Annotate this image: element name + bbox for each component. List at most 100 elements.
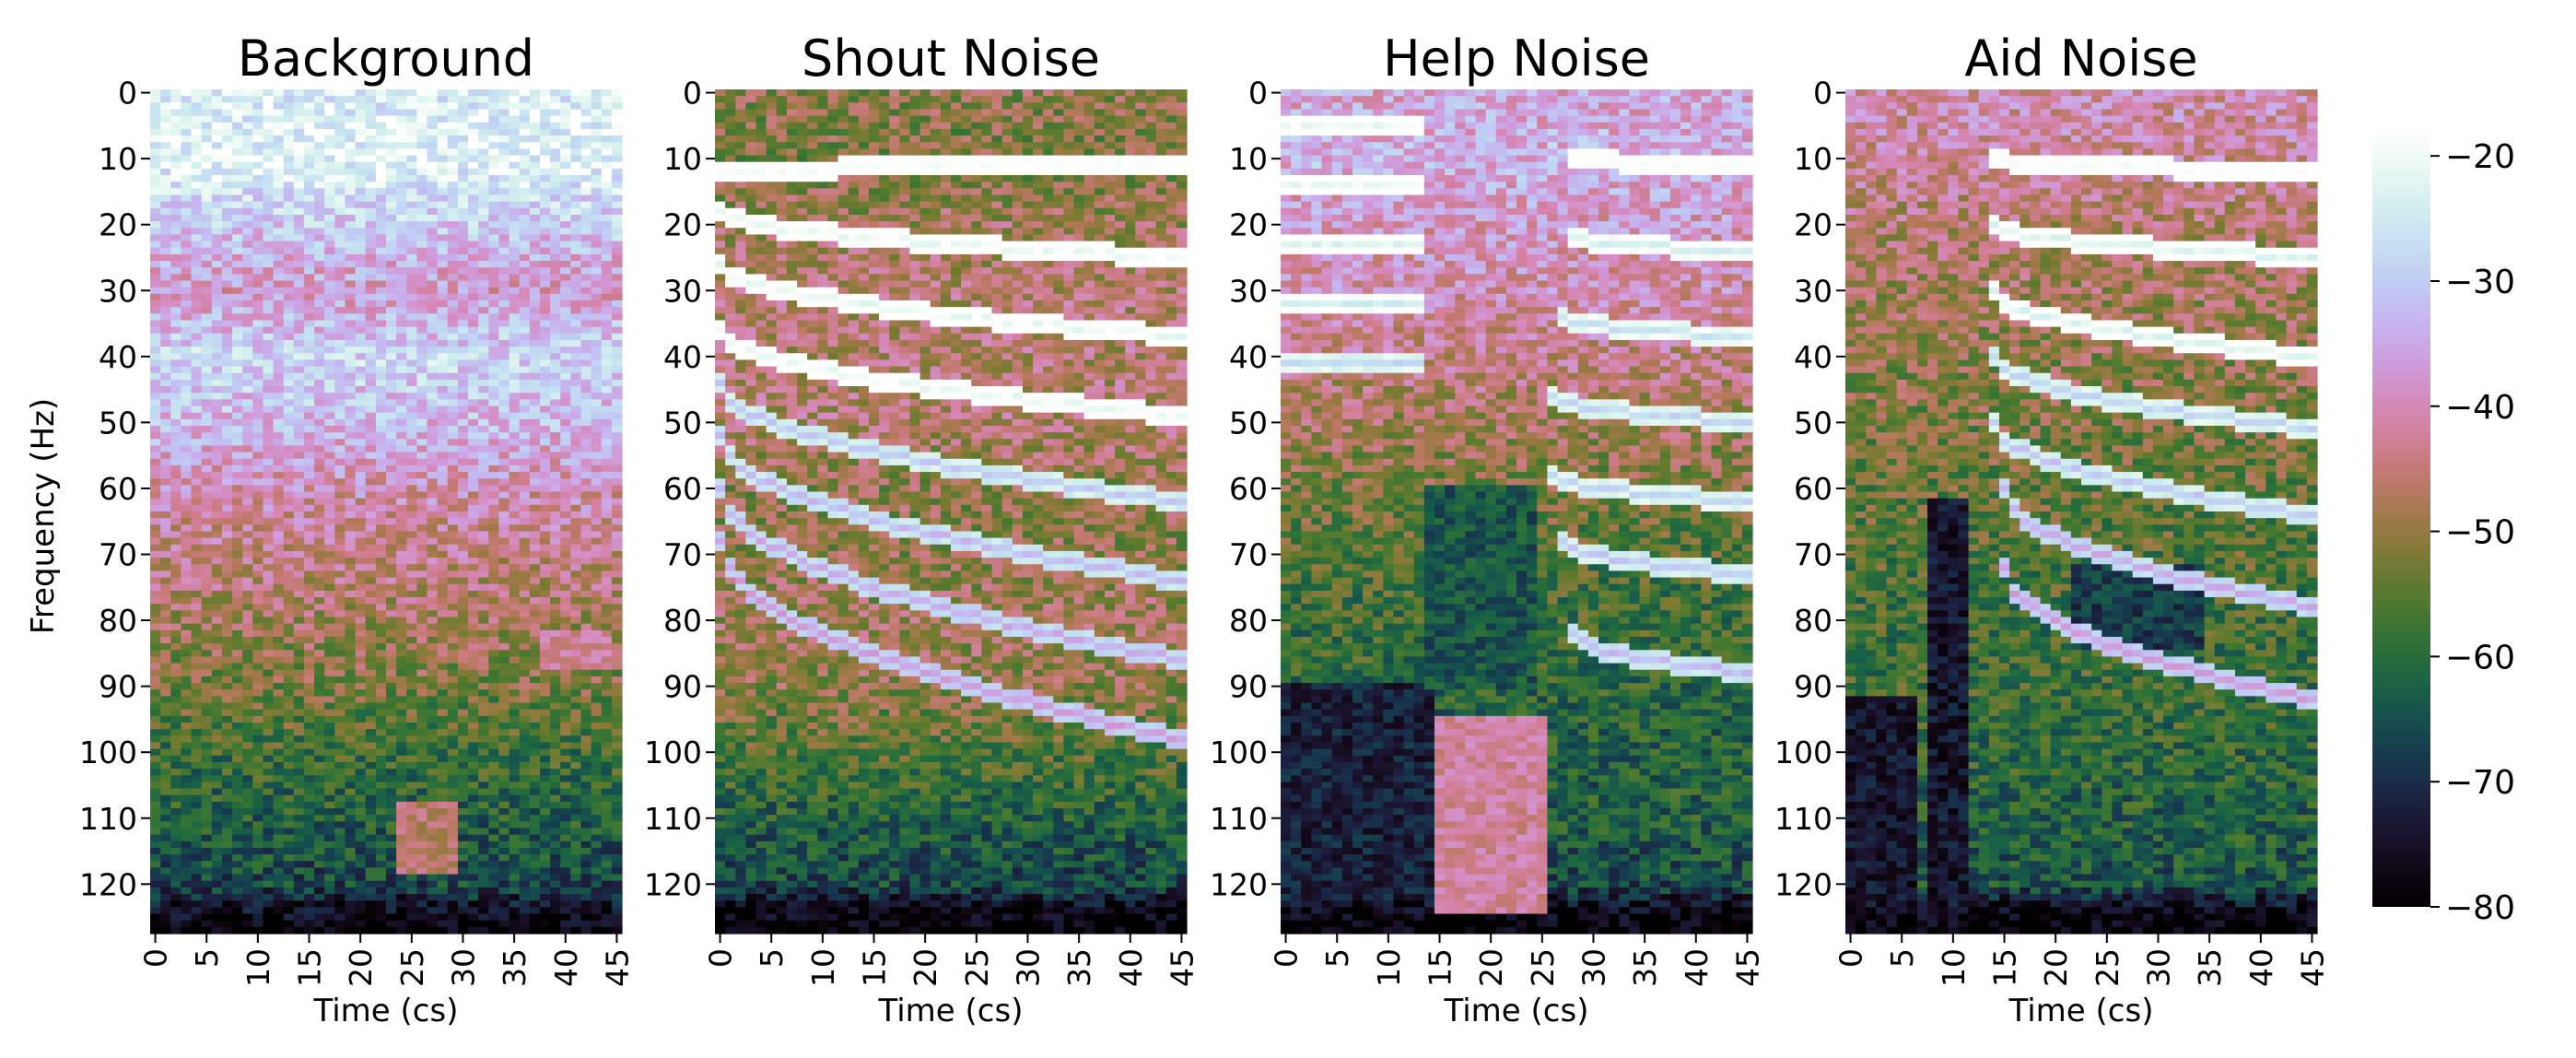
heatmap-cell [376, 749, 387, 757]
heatmap-cell [580, 307, 591, 314]
heatmap-cell [448, 664, 459, 671]
heatmap-cell [448, 432, 459, 440]
heatmap-cell [591, 373, 603, 381]
heatmap-cell [509, 248, 521, 255]
heatmap-cell [314, 221, 325, 229]
heatmap-cell [334, 716, 345, 723]
heatmap-cell [468, 156, 479, 163]
heatmap-cell [520, 109, 531, 116]
heatmap-cell [498, 162, 509, 170]
heatmap-cell [376, 135, 387, 143]
heatmap-cell [560, 499, 571, 506]
heatmap-cell [550, 485, 561, 492]
heatmap-cell [530, 109, 541, 116]
heatmap-cell [366, 393, 377, 400]
heatmap-cell [478, 406, 489, 414]
heatmap-cell [345, 175, 356, 182]
heatmap-cell [202, 670, 213, 677]
heatmap-cell [263, 208, 274, 216]
heatmap-cell [242, 215, 253, 222]
heatmap-cell [304, 359, 315, 367]
heatmap-cell [170, 795, 181, 803]
heatmap-cell [458, 578, 469, 585]
heatmap-cell [202, 307, 213, 314]
heatmap-cell [324, 281, 335, 288]
heatmap-cell [314, 307, 325, 314]
heatmap-cell [314, 795, 325, 803]
heatmap-cell [366, 643, 377, 651]
heatmap-cell [150, 459, 161, 466]
heatmap-cell [530, 716, 541, 723]
heatmap-cell [560, 288, 571, 295]
heatmap-cell [170, 664, 181, 671]
heatmap-cell [386, 281, 397, 288]
heatmap-cell [530, 202, 541, 209]
heatmap-cell [160, 664, 171, 671]
heatmap-cell [170, 294, 181, 301]
heatmap-cell [212, 453, 223, 460]
heatmap-cell [314, 775, 325, 782]
heatmap-cell [612, 749, 623, 757]
heatmap-cell [304, 735, 315, 743]
heatmap-cell [274, 327, 285, 335]
heatmap-cell [438, 683, 449, 690]
heatmap-cell [181, 769, 192, 776]
heatmap-cell [520, 156, 531, 163]
heatmap-cell [560, 307, 571, 314]
heatmap-cell [602, 459, 613, 466]
heatmap-cell [274, 485, 285, 492]
heatmap-cell [160, 650, 171, 657]
heatmap-cell [560, 96, 571, 103]
heatmap-cell [386, 419, 397, 427]
heatmap-cell [345, 320, 356, 327]
heatmap-cell [334, 89, 345, 97]
heatmap-cell [345, 485, 356, 492]
heatmap-cell [274, 129, 285, 136]
heatmap-cell [438, 445, 449, 453]
heatmap-cell [416, 419, 427, 427]
heatmap-cell [192, 472, 203, 479]
heatmap-cell [376, 664, 387, 671]
heatmap-cell [202, 419, 213, 427]
heatmap-cell [314, 710, 325, 717]
heatmap-cell [242, 564, 253, 571]
heatmap-cell [192, 643, 203, 651]
heatmap-cell [560, 367, 571, 374]
heatmap-cell [488, 359, 499, 367]
heatmap-cell [242, 406, 253, 414]
heatmap-cell [468, 735, 479, 743]
heatmap-cell [540, 156, 551, 163]
heatmap-cell [509, 367, 521, 374]
heatmap-cell [202, 492, 213, 500]
heatmap-cell [612, 367, 623, 374]
heatmap-cell [416, 591, 427, 598]
heatmap-cell [242, 472, 253, 479]
heatmap-cell [438, 156, 449, 163]
heatmap-cell [591, 742, 603, 749]
heatmap-cell [560, 426, 571, 433]
heatmap-cell [427, 432, 439, 440]
heatmap-cell [294, 782, 305, 789]
heatmap-cell [520, 670, 531, 677]
heatmap-cell [396, 624, 407, 631]
heatmap-cell [356, 735, 367, 743]
heatmap-cell [396, 142, 407, 149]
heatmap-cell [540, 723, 551, 730]
heatmap-cell [294, 499, 305, 506]
heatmap-cell [580, 564, 591, 571]
heatmap-cell [150, 518, 161, 525]
heatmap-cell [602, 762, 613, 770]
heatmap-cell [150, 175, 161, 182]
heatmap-cell [458, 676, 469, 684]
heatmap-cell [509, 584, 521, 592]
heatmap-cell [550, 756, 561, 763]
heatmap-cell [416, 676, 427, 684]
heatmap-cell [602, 630, 613, 638]
heatmap-cell [150, 169, 161, 176]
heatmap-cell [232, 281, 243, 288]
heatmap-cell [212, 380, 223, 387]
heatmap-cell [324, 334, 335, 341]
heatmap-cell [612, 102, 623, 110]
heatmap-cell [498, 703, 509, 711]
heatmap-cell [438, 650, 449, 657]
